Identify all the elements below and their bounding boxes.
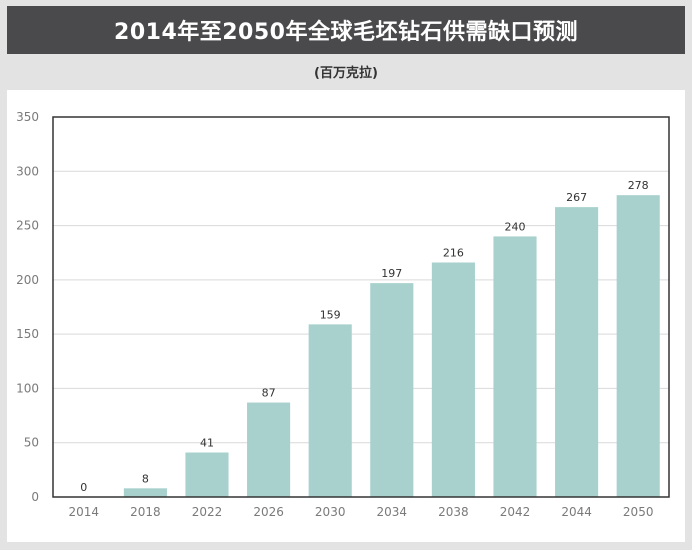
data-label: 159 [320,308,341,321]
data-label: 41 [200,436,214,449]
y-tick-label: 300 [16,164,39,178]
bar [247,402,291,497]
bar [308,324,352,497]
x-tick-label: 2030 [315,505,346,519]
bar [431,262,475,497]
y-tick-label: 150 [16,327,39,341]
y-tick-label: 200 [16,273,39,287]
x-tick-label: 2044 [561,505,592,519]
data-label: 216 [443,246,464,259]
x-tick-label: 2026 [253,505,284,519]
y-tick-label: 50 [24,436,39,450]
data-label: 240 [505,220,526,233]
data-label: 8 [142,472,149,485]
y-tick-label: 100 [16,381,39,395]
x-tick-label: 2038 [438,505,469,519]
bar [123,488,167,497]
x-tick-label: 2022 [192,505,223,519]
y-tick-label: 350 [16,110,39,124]
data-label: 87 [262,387,276,400]
x-tick-label: 2014 [69,505,100,519]
data-label: 197 [381,267,402,280]
chart-title: 2014年至2050年全球毛坯钻石供需缺口预测 [7,6,685,54]
bar [370,283,414,497]
y-tick-label: 0 [31,490,39,504]
y-tick-label: 250 [16,219,39,233]
bar [555,207,599,497]
bar [185,452,229,497]
bar [493,236,537,497]
data-label: 267 [566,191,587,204]
data-label: 0 [80,481,87,494]
data-label: 278 [628,179,649,192]
x-tick-label: 2042 [500,505,531,519]
x-tick-label: 2034 [377,505,408,519]
x-tick-label: 2018 [130,505,161,519]
chart-unit-label: (百万克拉) [314,66,378,81]
x-tick-label: 2050 [623,505,654,519]
bar [616,195,660,497]
plot-frame [52,116,670,498]
